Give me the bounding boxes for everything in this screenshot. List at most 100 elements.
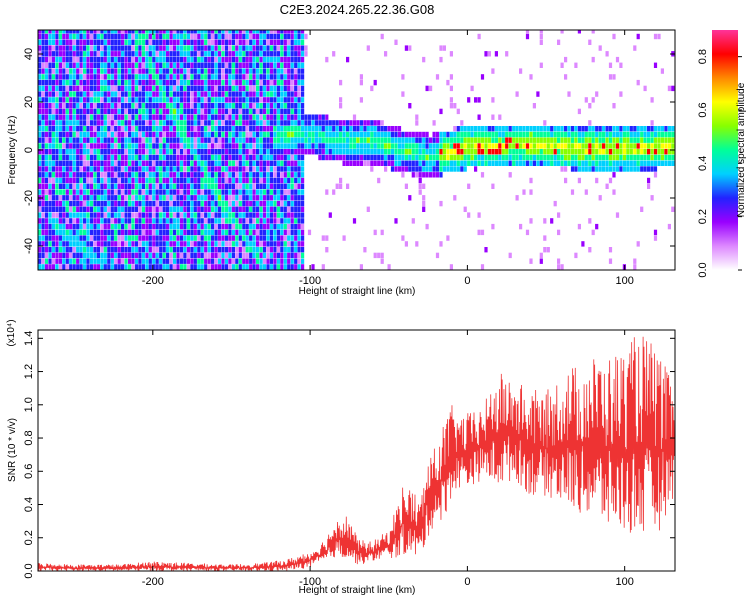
heatmap-cell	[155, 39, 159, 45]
heatmap-cell	[152, 218, 156, 224]
heatmap-cell	[86, 241, 90, 247]
heatmap-cell	[269, 258, 273, 264]
heatmap-cell	[231, 103, 235, 109]
heatmap-cell	[55, 39, 59, 45]
heatmap-cell	[200, 137, 204, 143]
heatmap-cell	[446, 166, 450, 172]
heatmap-cell	[525, 74, 530, 80]
heatmap-cell	[162, 183, 166, 189]
heatmap-cell	[148, 85, 152, 92]
heatmap-cell	[134, 120, 139, 126]
y-tick-label: 0	[23, 147, 35, 153]
heatmap-cell	[159, 177, 163, 184]
heatmap-cell	[83, 33, 87, 40]
heatmap-cell	[134, 33, 139, 40]
heatmap-cell	[93, 166, 97, 172]
heatmap-cell	[38, 160, 42, 166]
heatmap-cell	[172, 143, 177, 149]
heatmap-cell	[245, 183, 249, 189]
heatmap-cell	[110, 97, 114, 103]
heatmap-cell	[38, 154, 42, 161]
heatmap-cell	[166, 189, 170, 195]
heatmap-cell	[148, 126, 152, 132]
heatmap-cell	[301, 103, 305, 109]
heatmap-cell	[48, 264, 52, 270]
heatmap-cell	[48, 212, 52, 218]
heatmap-cell	[145, 235, 149, 241]
heatmap-cell	[235, 131, 239, 138]
heatmap-cell	[121, 33, 125, 40]
heatmap-cell	[591, 97, 595, 103]
heatmap-cell	[605, 143, 609, 149]
heatmap-cell	[356, 131, 360, 138]
heatmap-cell	[276, 56, 280, 63]
heatmap-cell	[166, 103, 170, 109]
heatmap-cell	[217, 247, 222, 253]
heatmap-cell	[197, 235, 201, 241]
heatmap-cell	[256, 154, 260, 161]
heatmap-cell	[273, 258, 277, 264]
heatmap-cell	[311, 126, 315, 132]
heatmap-cell	[259, 264, 263, 270]
heatmap-cell	[134, 183, 139, 189]
heatmap-cell	[114, 85, 118, 92]
heatmap-cell	[525, 33, 530, 40]
heatmap-cell	[311, 264, 315, 270]
heatmap-cell	[44, 103, 49, 109]
heatmap-cell	[200, 30, 204, 34]
heatmap-cell	[55, 200, 59, 207]
heatmap-cell	[335, 120, 339, 126]
heatmap-cell	[51, 39, 55, 45]
x-tick-label: -100	[299, 576, 321, 588]
heatmap-cell	[117, 108, 121, 115]
heatmap-cell	[394, 218, 398, 224]
heatmap-cell	[269, 39, 273, 45]
heatmap-cell	[96, 137, 100, 143]
heatmap-cell	[55, 177, 59, 184]
heatmap-cell	[186, 212, 190, 218]
heatmap-cell	[339, 137, 343, 143]
heatmap-cell	[404, 183, 408, 189]
heatmap-cell	[276, 195, 280, 201]
heatmap-cell	[200, 223, 204, 230]
heatmap-cell	[204, 195, 208, 201]
heatmap-cell	[107, 166, 111, 172]
heatmap-cell	[121, 166, 125, 172]
heatmap-cell	[643, 154, 647, 161]
heatmap-cell	[276, 143, 280, 149]
heatmap-cell	[294, 85, 298, 92]
heatmap-cell	[38, 33, 42, 40]
heatmap-cell	[179, 103, 184, 109]
heatmap-cell	[494, 126, 498, 132]
heatmap-cell	[186, 235, 190, 241]
heatmap-cell	[176, 56, 180, 63]
heatmap-cell	[138, 62, 142, 68]
spectrogram-x-ticks: -200 -100 0 100	[142, 30, 634, 287]
heatmap-cell	[214, 143, 218, 149]
heatmap-cell	[370, 149, 374, 155]
heatmap-cell	[242, 137, 246, 143]
heatmap-cell	[346, 149, 350, 155]
heatmap-cell	[172, 212, 177, 218]
heatmap-cell	[200, 79, 204, 86]
heatmap-cell	[647, 143, 651, 149]
heatmap-cell	[197, 143, 201, 149]
heatmap-cell	[522, 143, 526, 149]
heatmap-cell	[301, 252, 305, 259]
heatmap-cell	[166, 195, 170, 201]
heatmap-cell	[51, 160, 55, 166]
heatmap-cell	[287, 79, 291, 86]
heatmap-cell	[138, 91, 142, 97]
heatmap-cell	[259, 229, 263, 236]
heatmap-cell	[62, 235, 66, 241]
heatmap-cell	[256, 30, 260, 34]
heatmap-cell	[235, 235, 239, 241]
heatmap-cell	[152, 79, 156, 86]
heatmap-cell	[103, 177, 107, 184]
heatmap-cell	[328, 126, 332, 132]
heatmap-cell	[48, 177, 52, 184]
heatmap-cell	[117, 206, 121, 212]
heatmap-cell	[186, 206, 190, 212]
heatmap-cell	[287, 206, 291, 212]
heatmap-cell	[51, 264, 55, 270]
